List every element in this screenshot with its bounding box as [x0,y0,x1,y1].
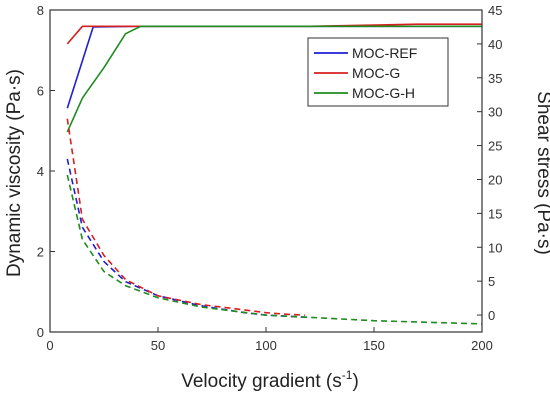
series-moc-g-h-viscosity-line [66,174,483,325]
x-axis-title-main: Velocity gradient (s [181,371,342,392]
ticks: 0 50 100 150 200 0 2 4 6 8 0 5 10 15 20 25 30 35 40 45 [37,3,503,353]
right-y-tick-label: 40 [488,37,502,52]
right-y-tick-label: 35 [488,71,502,86]
x-axis-title-end: ) [352,371,358,392]
x-tick-label: 0 [46,338,53,353]
legend-label-moc-ref: MOC-REF [352,45,417,61]
left-axis-title: Dynamic viscosity (Pa·s) [4,69,25,277]
right-y-tick-label: 15 [488,206,502,221]
x-tick-label: 200 [471,338,493,353]
left-y-tick-label: 4 [37,164,44,179]
right-axis-title: Shear stress (Pa·s) [533,91,550,255]
right-y-tick-label: 20 [488,172,502,187]
x-tick-label: 100 [255,338,277,353]
series-moc-ref-viscosity-line [66,158,310,319]
legend-label-moc-g-h: MOC-G-H [352,85,415,101]
left-y-tick-label: 8 [37,3,44,18]
left-y-tick-label: 0 [37,325,44,340]
right-y-tick-label: 5 [488,274,495,289]
right-y-tick-label: 25 [488,139,502,154]
right-y-tick-label: 10 [488,240,502,255]
plot-lines [66,23,483,325]
left-y-tick-label: 6 [37,84,44,99]
x-tick-label: 50 [151,338,165,353]
left-y-tick-label: 2 [37,245,44,260]
x-axis-title: Velocity gradient (s-1) [181,368,359,392]
x-tick-label: 150 [363,338,385,353]
right-y-tick-label: 30 [488,105,502,120]
legend: MOC-REF MOC-G MOC-G-H [307,37,449,107]
series-moc-g-viscosity-line [66,118,305,316]
series-moc-g-h-shear-stress-line [66,25,482,133]
legend-box [307,37,449,107]
x-axis-title-sup: -1 [342,368,353,382]
right-y-tick-label: 0 [488,308,495,323]
right-y-tick-label: 45 [488,3,502,18]
legend-label-moc-g: MOC-G [352,65,400,81]
